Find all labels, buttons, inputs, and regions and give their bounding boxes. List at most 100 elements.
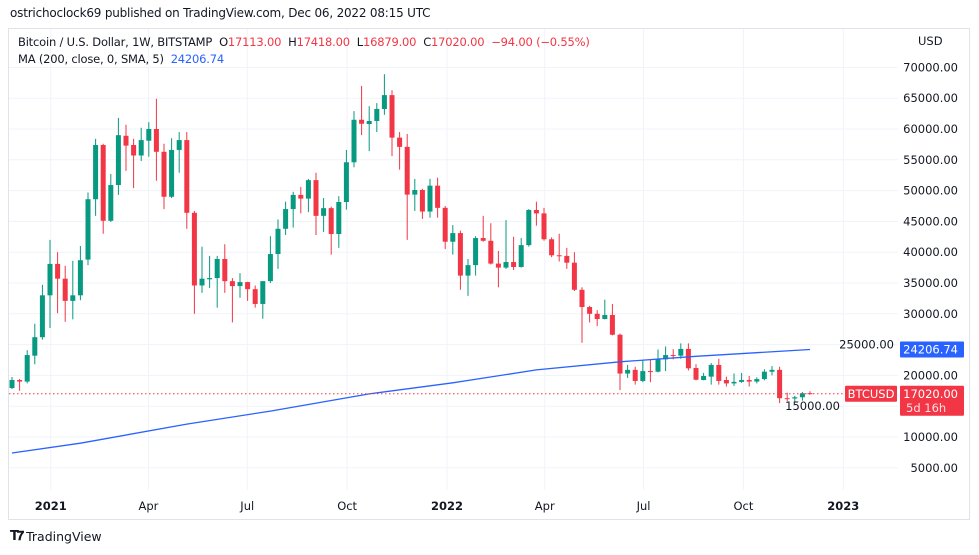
tradingview-logo-icon: T𝟕 [10,529,24,544]
candle [473,236,479,276]
candle-body [739,380,745,382]
candle-body [123,135,129,146]
candle-body [237,282,243,287]
candle-body [579,289,585,308]
candle [761,369,767,381]
bar-countdown: 5d 16h [906,401,946,415]
last-price-value: 17020.00 [903,387,958,401]
candle-body [784,398,790,400]
high-label: H [288,35,297,49]
tradingview-brand[interactable]: T𝟕 TradingView [10,529,102,544]
candle-body [70,295,76,301]
candle [769,366,775,376]
price-tick-label: 40000.00 [903,245,958,259]
candle-body [359,119,365,124]
candle [336,196,342,248]
candle-body [792,397,798,399]
candle-body [799,393,805,398]
candle [108,173,114,223]
candle [503,220,509,269]
candle [640,360,646,383]
candle-body [480,238,486,241]
candle [419,188,425,219]
candle [146,122,152,157]
candle [252,285,258,308]
candle [283,201,289,235]
candle [100,143,106,234]
candle-body [389,95,395,138]
candle-body [571,262,577,290]
open-label: O [219,35,228,49]
candle [214,255,220,308]
open-value: 17113.00 [227,35,282,49]
candle [716,358,722,385]
candle [115,117,121,195]
price-tick-label: 30000.00 [903,307,958,321]
price-tick-label: 10000.00 [903,430,958,444]
candle-body [731,381,737,384]
candle [435,177,441,218]
candle [351,111,357,168]
candle-body [670,355,676,357]
candle-body [754,379,760,382]
candle [746,376,752,387]
candle-body [450,233,456,242]
candle-body [594,313,600,320]
candle-body [495,263,501,268]
candle-body [435,185,441,208]
price-tick-label: 15000.00 [785,399,840,413]
candle [708,363,714,385]
candle-body [511,262,517,267]
candle-body [39,295,45,338]
candle-body [55,263,61,279]
publisher-line: ostrichoclock69 published on TradingView… [10,6,431,20]
candle [260,281,266,319]
candle-body [245,282,251,290]
candle-body [32,337,38,356]
ma-tag-value: 24206.74 [903,342,958,356]
candle [397,132,403,170]
candle-body [587,307,593,314]
candles [9,74,813,404]
candle [17,379,23,391]
ohlc-legend-row: Bitcoin / U.S. Dollar, 1W, BITSTAMP O171… [18,34,590,51]
candle-body [77,260,83,296]
candle [62,265,68,322]
candle [701,372,707,381]
candle [655,349,661,373]
candle-body [761,371,767,380]
candle [495,250,501,288]
candle-body [374,108,380,121]
candle-body [609,315,615,335]
candle [412,178,418,211]
candle-body [131,145,137,156]
candle [169,138,175,198]
candle [237,273,243,298]
candle [176,132,182,173]
candle-body [412,189,418,195]
candle-body [199,278,205,286]
brand-name: TradingView [26,529,102,544]
candle-body [746,380,752,382]
candle [9,376,15,389]
candle [693,364,699,381]
time-tick-label: 2022 [431,499,463,513]
candle [427,178,433,218]
candle [594,310,600,327]
candle-body [397,137,403,147]
candle [321,197,327,232]
ma-legend-row: MA (200, close, 0, SMA, 5) 24206.74 [18,51,590,68]
candle [245,281,251,301]
price-axis[interactable]: 5000.00 10000.00 15000.00 20000.00 25000.00 3… [785,60,958,474]
candle-body [146,129,152,141]
candle [792,395,798,403]
candle [305,178,311,213]
candle-body [640,371,646,381]
candle [533,201,539,226]
last-price-tag: BTCUSD 17020.00 5d 16h [845,385,964,416]
candle [488,223,494,265]
time-axis[interactable]: 2021 Apr Jul Oct 2022 Apr Jul Oct 2023 [35,499,860,513]
candle [131,138,137,189]
candle-body [625,369,631,374]
